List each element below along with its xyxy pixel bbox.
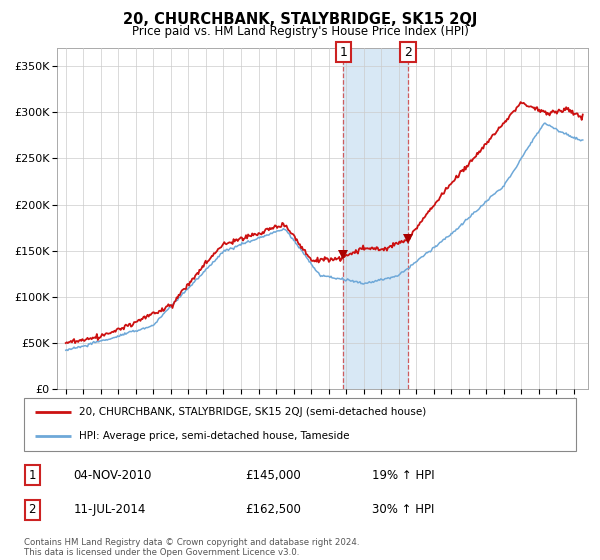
Text: HPI: Average price, semi-detached house, Tameside: HPI: Average price, semi-detached house,… — [79, 431, 350, 441]
Text: 2: 2 — [404, 46, 412, 59]
Text: 2: 2 — [29, 503, 36, 516]
Text: 11-JUL-2014: 11-JUL-2014 — [74, 503, 146, 516]
Text: 20, CHURCHBANK, STALYBRIDGE, SK15 2QJ: 20, CHURCHBANK, STALYBRIDGE, SK15 2QJ — [123, 12, 477, 27]
Text: 1: 1 — [29, 469, 36, 482]
Text: £145,000: £145,000 — [245, 469, 301, 482]
Text: 20, CHURCHBANK, STALYBRIDGE, SK15 2QJ (semi-detached house): 20, CHURCHBANK, STALYBRIDGE, SK15 2QJ (s… — [79, 407, 427, 417]
Text: £162,500: £162,500 — [245, 503, 301, 516]
FancyBboxPatch shape — [24, 398, 576, 451]
Text: 04-NOV-2010: 04-NOV-2010 — [74, 469, 152, 482]
Text: Price paid vs. HM Land Registry's House Price Index (HPI): Price paid vs. HM Land Registry's House … — [131, 25, 469, 38]
Text: Contains HM Land Registry data © Crown copyright and database right 2024.
This d: Contains HM Land Registry data © Crown c… — [24, 538, 359, 557]
Text: 1: 1 — [340, 46, 347, 59]
Bar — [343, 48, 408, 389]
Text: 19% ↑ HPI: 19% ↑ HPI — [372, 469, 434, 482]
Text: 30% ↑ HPI: 30% ↑ HPI — [372, 503, 434, 516]
